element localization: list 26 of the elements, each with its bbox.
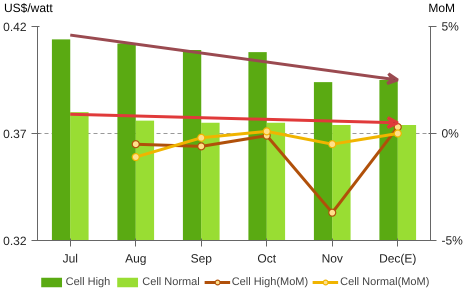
legend-label: Cell Normal [142,276,200,288]
x-tick-label: Oct [257,252,277,266]
y-tick-label: 0.32 [3,234,27,248]
point [197,134,206,142]
y-tick-label: 0.37 [3,127,27,141]
y2-tick-label: -5% [442,234,464,248]
y-axis-title: US$/watt [4,0,53,17]
point [328,140,336,148]
legend-label: Cell High [66,276,110,288]
y2-axis-title: MoM [428,0,455,17]
x-tick-label: Nov [322,252,343,266]
point [132,140,140,148]
point [328,208,336,217]
x-tick-label: Sep [190,252,212,266]
y2-tick-label: 5% [442,20,460,34]
point [197,142,206,150]
legend-label: Cell High(MoM) [232,276,308,288]
legend-label: Cell Normal(MoM) [340,276,430,288]
point [132,152,140,162]
point [262,127,271,136]
x-tick-label: Jul [62,252,78,266]
x-tick-label: Dec(E) [379,252,416,266]
y2-tick-label: 0% [442,126,460,140]
y-tick-label: 0.42 [3,20,27,34]
x-tick-label: Aug [125,252,146,266]
point [394,129,402,138]
